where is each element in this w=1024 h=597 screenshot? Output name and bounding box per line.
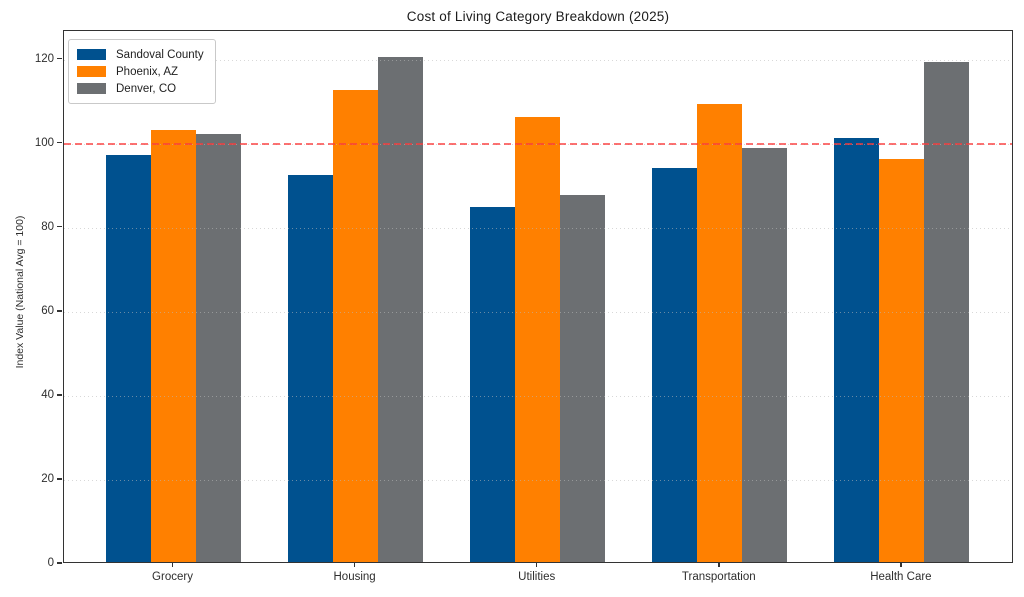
legend-swatch-icon [77,83,106,94]
x-tick-label-grocery: Grocery [152,571,193,583]
plot-area: Sandoval County Phoenix, AZ Denver, CO [63,30,1013,563]
y-tick-mark [57,310,62,312]
bar-phoenix-az-utilities [515,117,561,562]
y-tick-label-60: 60 [41,304,54,317]
chart-title: Cost of Living Category Breakdown (2025) [406,9,670,24]
x-tick-mark [353,562,356,567]
bar-phoenix-az-housing [333,89,379,562]
bar-phoenix-az-transportation [697,104,743,562]
bar-denver-co-grocery [196,133,241,562]
x-tick-label-health-care: Health Care [870,571,932,583]
y-tick-mark [57,141,62,144]
legend: Sandoval County Phoenix, AZ Denver, CO [68,39,216,104]
y-tick-mark [57,478,62,480]
legend-label: Phoenix, AZ [116,65,179,78]
y-tick-label-80: 80 [41,220,54,233]
bar-phoenix-az-health-care [879,159,925,562]
legend-swatch-icon [77,66,106,77]
y-tick-label-40: 40 [41,388,54,401]
bar-denver-co-transportation [742,147,788,562]
legend-label: Sandoval County [116,48,204,61]
x-tick-mark [718,562,720,567]
legend-item-sandoval-county: Sandoval County [77,46,204,63]
y-tick-mark [57,225,62,228]
y-tick-label-100: 100 [34,136,54,149]
x-tick-label-housing: Housing [333,571,376,583]
bar-sandoval-county-transportation [652,168,698,562]
bar-sandoval-county-utilities [470,206,516,562]
y-tick-label-120: 120 [34,52,54,65]
bar-denver-co-housing [378,57,424,562]
y-tick-mark [57,562,62,564]
y-tick-label-20: 20 [41,472,54,485]
y-tick-mark [57,57,62,60]
legend-label: Denver, CO [116,82,177,95]
x-tick-mark [900,562,902,567]
bar-sandoval-county-health-care [834,138,880,562]
x-tick-mark [535,562,538,567]
bar-denver-co-health-care [924,62,970,562]
y-tick-label-0: 0 [47,557,54,569]
x-tick-label-utilities: Utilities [518,571,556,583]
legend-item-denver-co: Denver, CO [77,80,204,97]
bar-sandoval-county-grocery [106,155,151,562]
x-tick-label-transportation: Transportation [681,571,756,583]
bar-sandoval-county-housing [288,174,334,562]
bar-phoenix-az-grocery [151,129,196,562]
legend-item-phoenix-az: Phoenix, AZ [77,63,204,80]
y-tick-mark [57,394,62,396]
legend-swatch-icon [77,49,106,60]
x-tick-mark [171,562,174,567]
bar-denver-co-utilities [560,195,606,562]
